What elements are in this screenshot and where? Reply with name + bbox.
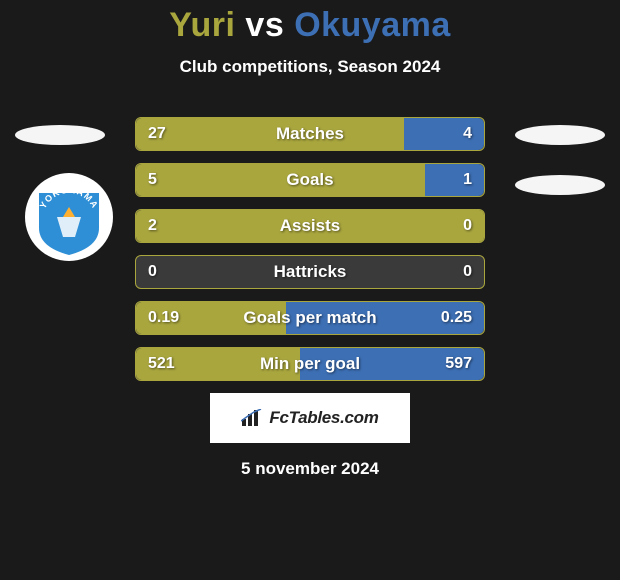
stat-bar-track	[135, 209, 485, 243]
stats-area: YOKOHAMA Matches274Goals51Assists20Hattr…	[0, 117, 620, 381]
title-player1: Yuri	[169, 6, 235, 44]
stat-row: Hattricks00	[0, 255, 620, 289]
infographic-container: Yuri vs Okuyama Club competitions, Seaso…	[0, 0, 620, 479]
bar-chart-icon	[241, 409, 263, 427]
stat-row: Assists20	[0, 209, 620, 243]
stat-bar-left	[136, 164, 425, 196]
stat-bar-track	[135, 117, 485, 151]
stat-row: Goals per match0.190.25	[0, 301, 620, 335]
fctables-text: FcTables.com	[269, 408, 378, 428]
stat-bar-left	[136, 118, 404, 150]
stat-bar-track	[135, 255, 485, 289]
title-vs: vs	[245, 6, 284, 44]
stat-row: Matches274	[0, 117, 620, 151]
stat-bar-left	[136, 302, 286, 334]
stat-bar-track	[135, 301, 485, 335]
stat-bar-right	[300, 348, 484, 380]
stat-bar-right	[286, 302, 484, 334]
title-player2: Okuyama	[294, 6, 451, 44]
date: 5 november 2024	[0, 459, 620, 479]
stat-bar-left	[136, 210, 484, 242]
stat-row: Goals51	[0, 163, 620, 197]
stat-bar-track	[135, 163, 485, 197]
stat-bar-right	[425, 164, 484, 196]
stat-row: Min per goal521597	[0, 347, 620, 381]
subtitle: Club competitions, Season 2024	[0, 57, 620, 77]
stat-bar-track	[135, 347, 485, 381]
page-title: Yuri vs Okuyama	[0, 6, 620, 45]
stat-bar-left	[136, 348, 300, 380]
fctables-badge: FcTables.com	[210, 393, 410, 443]
stat-bar-right	[404, 118, 484, 150]
